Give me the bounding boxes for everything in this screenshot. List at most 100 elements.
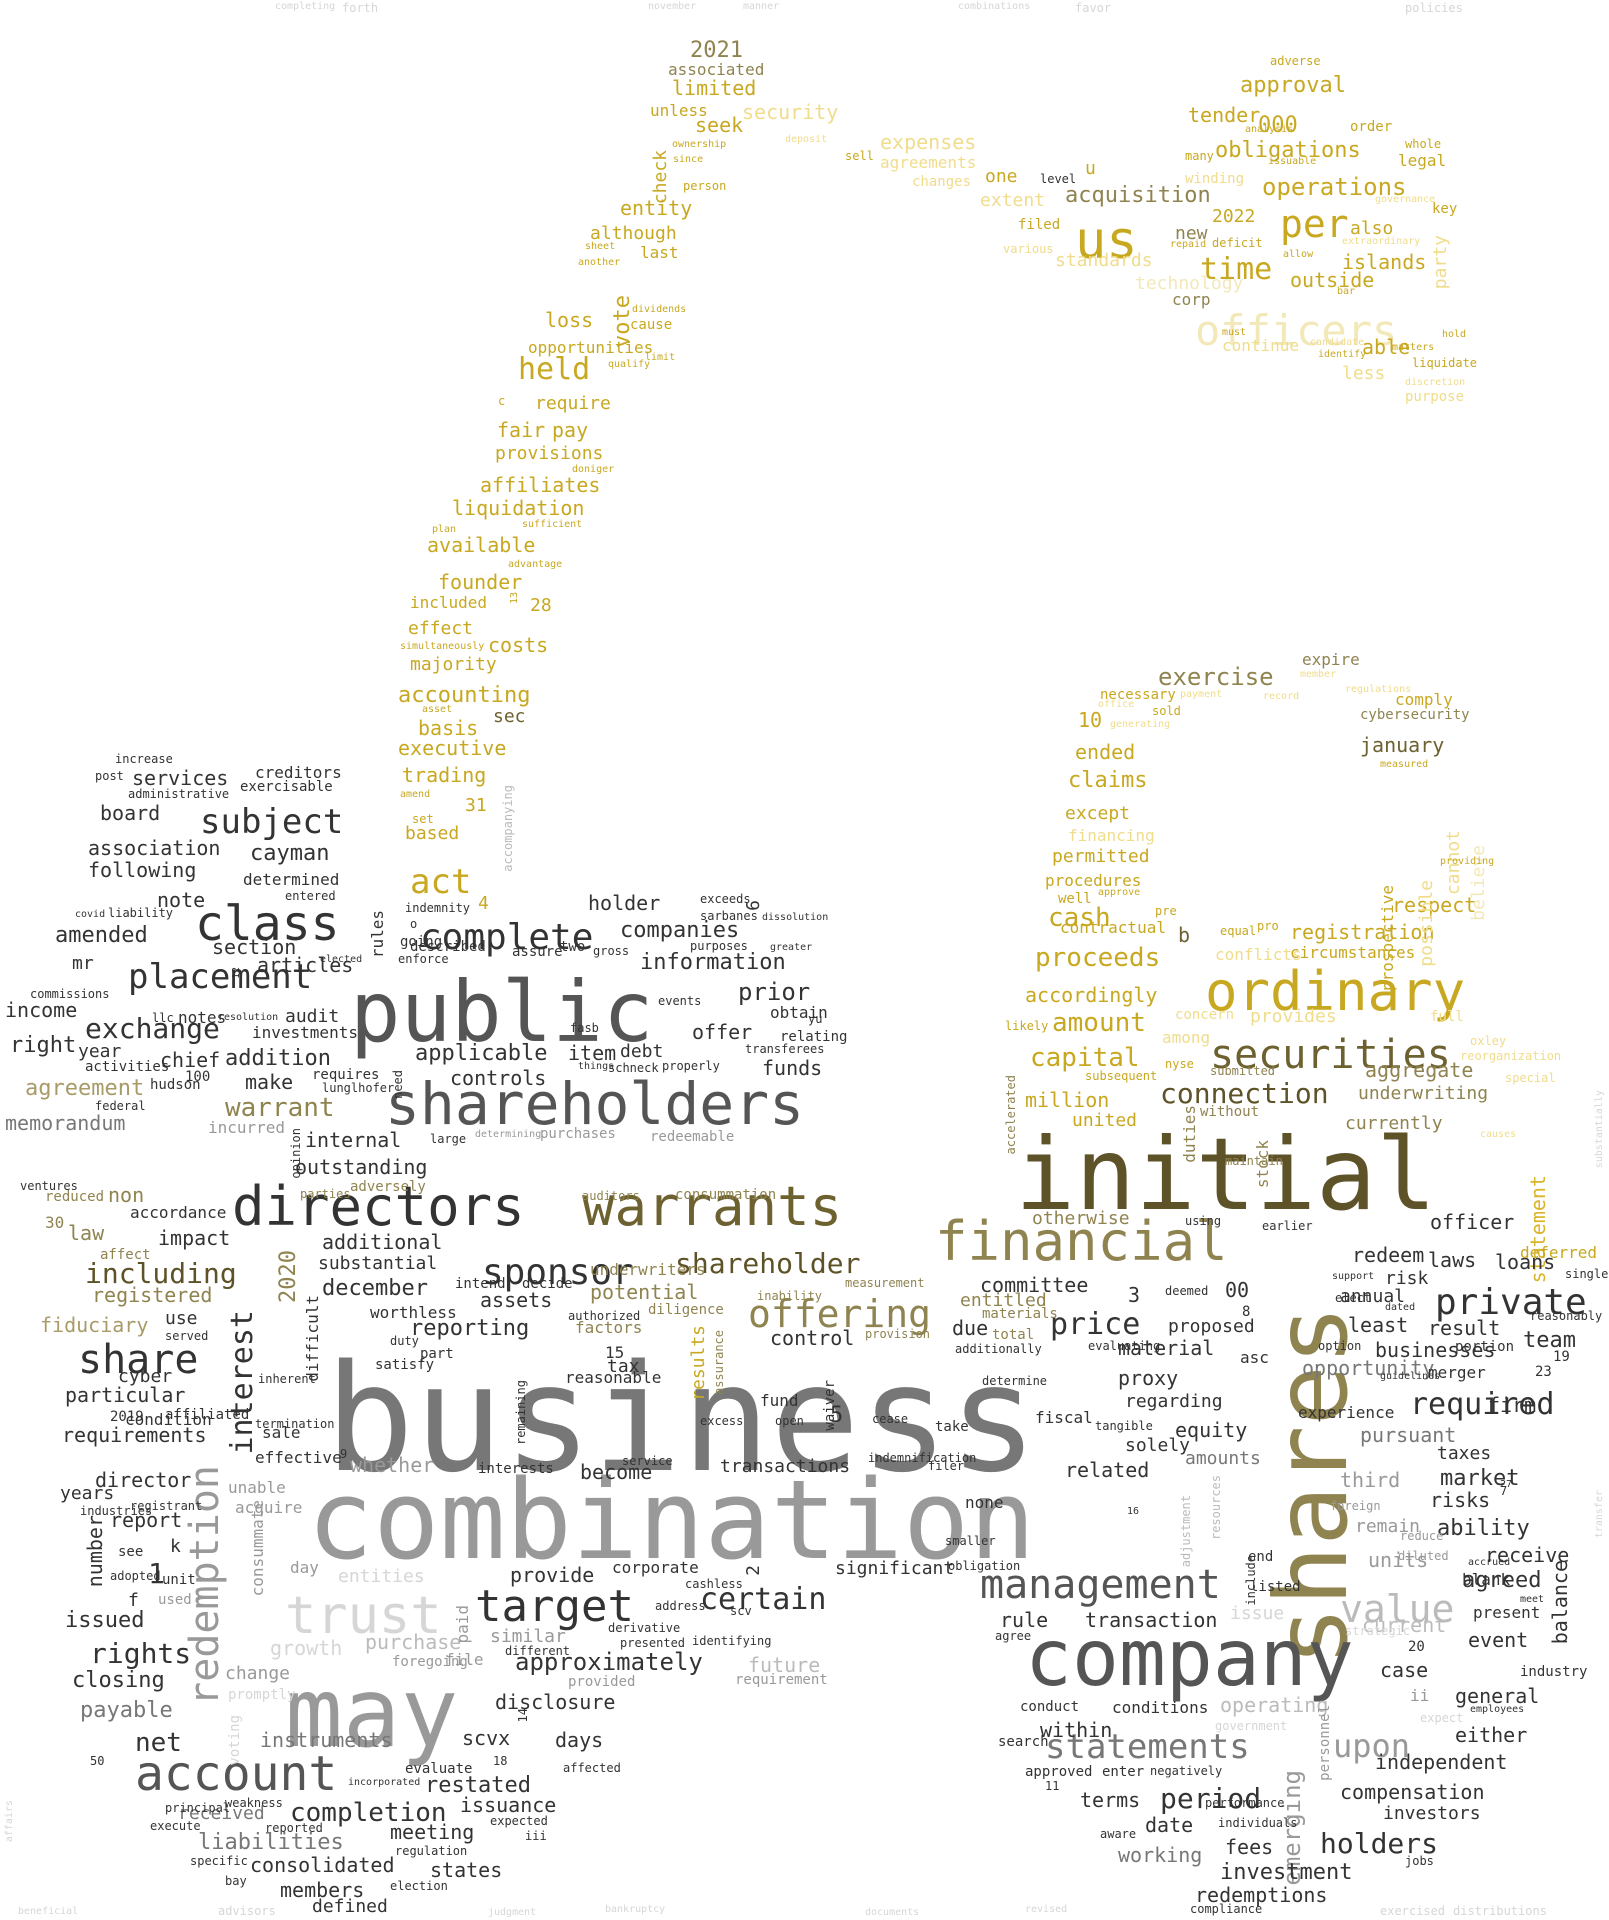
- word-extraordinary: extraordinary: [1342, 236, 1421, 247]
- word-forth: forth: [342, 1, 379, 15]
- word-whether: whether: [350, 1453, 435, 1477]
- word-shareholders: shareholders: [385, 1070, 805, 1138]
- word-case: case: [1380, 1658, 1429, 1682]
- word-23: 23: [1535, 1364, 1552, 1380]
- word-may: may: [285, 1657, 459, 1769]
- word-13: 13: [509, 592, 520, 605]
- word-employees: employees: [1470, 1704, 1525, 1715]
- word-issuable: issuable: [1268, 156, 1317, 167]
- word-2021: 2021: [690, 38, 743, 63]
- word-results: results: [688, 1325, 709, 1401]
- word-going: going: [400, 934, 443, 950]
- word-compliance: compliance: [1190, 1902, 1263, 1916]
- word-see: see: [118, 1544, 144, 1560]
- word-disclosure: disclosure: [495, 1690, 616, 1714]
- word-use: use: [165, 1308, 198, 1329]
- word-holders: holders: [1320, 1827, 1439, 1860]
- word-indemnity: indemnity: [405, 901, 471, 915]
- word-warrants: warrants: [582, 1175, 843, 1238]
- word-entity: entity: [620, 196, 693, 220]
- word-government: government: [1215, 1719, 1288, 1733]
- word-transferees: transferees: [745, 1042, 825, 1056]
- word-association: association: [88, 836, 221, 860]
- word-issuance: issuance: [460, 1793, 557, 1817]
- word-certain: certain: [700, 1582, 827, 1617]
- word-officer: officer: [1430, 1210, 1515, 1234]
- word-terms: terms: [1080, 1788, 1141, 1812]
- word-cyber: cyber: [118, 1366, 173, 1387]
- word-pro: pro: [1257, 919, 1279, 933]
- word-acquire: acquire: [235, 1498, 303, 1517]
- word-many: many: [1185, 149, 1214, 163]
- word-30: 30: [45, 1213, 65, 1232]
- word-executive: executive: [398, 736, 507, 760]
- word-end: end: [1248, 1549, 1274, 1565]
- word-related: related: [1065, 1458, 1150, 1482]
- word-exceeds: exceeds: [700, 892, 751, 906]
- word-expenses: expenses: [880, 130, 977, 154]
- word-entities: entities: [338, 1566, 425, 1587]
- word-agreements: agreements: [880, 153, 977, 172]
- word-deferred: deferred: [1520, 1243, 1598, 1262]
- word-public: public: [350, 963, 654, 1061]
- word-12: 12: [231, 967, 242, 980]
- word-assets: assets: [480, 1288, 553, 1312]
- word-commissions: commissions: [30, 987, 110, 1001]
- word-officers: officers: [1195, 306, 1398, 355]
- word-governance: governance: [1375, 194, 1436, 205]
- word-various: various: [1003, 242, 1054, 256]
- word-reorganization: reorganization: [1460, 1049, 1562, 1063]
- word-value: value: [1340, 1587, 1455, 1631]
- word-cash: cash: [1048, 903, 1111, 933]
- word-receive: receive: [1485, 1543, 1570, 1567]
- word-satisfy: satisfy: [375, 1357, 435, 1373]
- word-winding: winding: [1185, 171, 1245, 187]
- word-acquisition: acquisition: [1065, 183, 1211, 208]
- word-2019: 2019: [110, 1409, 144, 1425]
- word-well: well: [1058, 891, 1092, 907]
- word-remain: remain: [1355, 1516, 1421, 1537]
- word-50: 50: [90, 1754, 105, 1768]
- word-remaining: remaining: [514, 1380, 528, 1446]
- word-merger: merger: [1428, 1363, 1486, 1382]
- word-elect: elect: [1335, 1291, 1372, 1305]
- word-measurement: measurement: [845, 1276, 925, 1290]
- word-key: key: [1432, 201, 1458, 217]
- word-1: 1: [148, 1557, 165, 1590]
- word-100: 100: [185, 1069, 211, 1085]
- word-4: 4: [478, 893, 489, 914]
- word-qualify: qualify: [608, 359, 651, 370]
- word-duty: duty: [390, 1334, 419, 1348]
- word-meet: meet: [1520, 1594, 1545, 1605]
- word-addition: addition: [225, 1046, 331, 1071]
- word-limit: limit: [645, 352, 676, 363]
- word-set: set: [412, 812, 434, 826]
- word-entered: entered: [285, 889, 336, 903]
- word-event: event: [1468, 1628, 1529, 1652]
- word-cybersecurity: cybersecurity: [1360, 707, 1470, 723]
- word-procedures: procedures: [1045, 871, 1142, 890]
- word-large: large: [430, 1132, 467, 1146]
- word-opportunity: opportunity: [1302, 1356, 1435, 1380]
- word-open: open: [775, 1414, 804, 1428]
- word-gross: gross: [593, 944, 630, 958]
- word-waiver: waiver: [822, 1380, 838, 1431]
- word-foregoing: foregoing: [392, 1654, 468, 1670]
- word-outside: outside: [1290, 268, 1375, 292]
- word-islands: islands: [1342, 250, 1427, 274]
- word-identifying: identifying: [692, 1634, 772, 1648]
- word-liquidation: liquidation: [452, 496, 585, 520]
- word-corporate: corporate: [612, 1558, 699, 1577]
- word-instruments: instruments: [260, 1728, 393, 1752]
- word-sell: sell: [845, 149, 874, 163]
- word-requirements: requirements: [62, 1423, 207, 1447]
- word-entitled: entitled: [960, 1290, 1047, 1311]
- word-million: million: [1025, 1088, 1110, 1112]
- word-following: following: [88, 858, 197, 882]
- word-subject: subject: [200, 802, 344, 842]
- word-events: events: [658, 994, 702, 1008]
- word-annual: annual: [1340, 1286, 1406, 1307]
- word-o: o: [410, 917, 418, 931]
- word-working: working: [1118, 1843, 1203, 1867]
